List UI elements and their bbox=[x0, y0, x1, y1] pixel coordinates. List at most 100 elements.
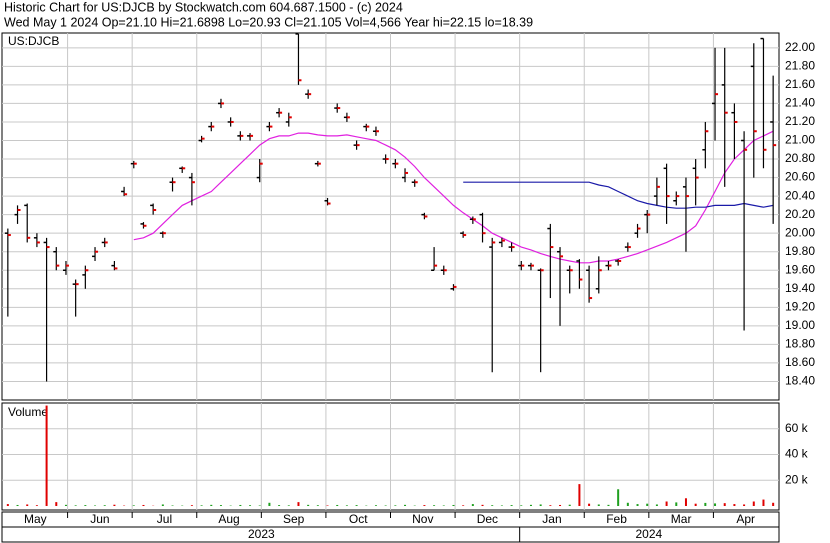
volume-bar bbox=[665, 501, 668, 506]
x-tick-label: Jan bbox=[542, 512, 561, 526]
y-tick-label: 22.00 bbox=[785, 40, 815, 54]
x-tick-label: Apr bbox=[736, 512, 755, 526]
y-tick-label: 19.60 bbox=[785, 262, 815, 276]
volume-bar bbox=[249, 505, 252, 506]
volume-bar bbox=[433, 505, 436, 506]
volume-bar bbox=[161, 504, 164, 506]
volume-bar bbox=[636, 504, 639, 506]
y-tick-label: 20.80 bbox=[785, 151, 815, 165]
volume-bar bbox=[132, 505, 135, 506]
chart-subtitle: Wed May 1 2024 Op=21.10 Hi=21.6898 Lo=20… bbox=[4, 15, 533, 29]
volume-bar bbox=[762, 499, 765, 506]
volume-bar bbox=[297, 502, 300, 506]
y-tick-label: 20.40 bbox=[785, 188, 815, 202]
y-tick-label: 21.00 bbox=[785, 133, 815, 147]
volume-bar bbox=[113, 504, 116, 506]
volume-bar bbox=[35, 505, 38, 506]
volume-bar bbox=[26, 504, 29, 506]
volume-bar bbox=[345, 505, 348, 506]
volume-bar bbox=[714, 503, 717, 506]
volume-bar bbox=[597, 504, 600, 506]
x-tick-label: Mar bbox=[671, 512, 692, 526]
x-tick-label: Nov bbox=[412, 512, 433, 526]
y-tick-label: 19.80 bbox=[785, 244, 815, 258]
volume-bar bbox=[45, 405, 48, 506]
x-tick-label: Aug bbox=[218, 512, 239, 526]
x-tick-label: Jul bbox=[157, 512, 172, 526]
y-tick-label: 19.20 bbox=[785, 299, 815, 313]
year-label: 2024 bbox=[635, 527, 662, 541]
y-tick-label: 18.40 bbox=[785, 374, 815, 388]
volume-bar bbox=[491, 505, 494, 506]
y-tick-label: 19.40 bbox=[785, 281, 815, 295]
moving-average bbox=[463, 181, 774, 209]
volume-bar bbox=[258, 505, 261, 506]
volume-bar bbox=[316, 505, 319, 506]
volume-bar bbox=[74, 505, 77, 506]
volume-bar bbox=[481, 504, 484, 506]
volume-bar bbox=[529, 504, 532, 506]
volume-tick-label: 40 k bbox=[785, 447, 809, 461]
y-tick-label: 18.80 bbox=[785, 337, 815, 351]
volume-bar bbox=[733, 504, 736, 506]
volume-bar bbox=[307, 504, 310, 506]
y-tick-label: 20.00 bbox=[785, 225, 815, 239]
volume-bar bbox=[171, 505, 174, 506]
x-tick-label: Feb bbox=[606, 512, 627, 526]
y-tick-label: 19.00 bbox=[785, 318, 815, 332]
y-tick-label: 20.20 bbox=[785, 207, 815, 221]
volume-bar bbox=[6, 504, 9, 506]
volume-bar bbox=[743, 504, 746, 506]
x-tick-label: Sep bbox=[283, 512, 305, 526]
volume-bar bbox=[646, 503, 649, 506]
volume-bar bbox=[772, 502, 775, 506]
volume-bar bbox=[84, 505, 87, 506]
volume-bar bbox=[103, 505, 106, 506]
volume-bar bbox=[278, 505, 281, 506]
volume-bar bbox=[471, 504, 474, 506]
volume-bar bbox=[549, 505, 552, 506]
volume-bar bbox=[723, 503, 726, 506]
volume-bar bbox=[578, 484, 581, 506]
volume-bar bbox=[219, 505, 222, 506]
volume-bar bbox=[355, 505, 358, 506]
volume-bar bbox=[326, 505, 329, 506]
volume-bar bbox=[462, 505, 465, 506]
volume-bar bbox=[55, 502, 58, 506]
volume-bar bbox=[752, 501, 755, 506]
x-tick-label: Jun bbox=[90, 512, 109, 526]
x-tick-label: Dec bbox=[477, 512, 498, 526]
volume-bar bbox=[200, 505, 203, 506]
volume-bar bbox=[190, 505, 193, 506]
volume-bar bbox=[94, 505, 97, 506]
volume-bar bbox=[287, 505, 290, 506]
volume-bar bbox=[423, 505, 426, 506]
y-tick-label: 20.60 bbox=[785, 170, 815, 184]
volume-bar bbox=[384, 505, 387, 506]
symbol-label: US:DJCB bbox=[8, 34, 59, 48]
volume-bar bbox=[607, 504, 610, 506]
volume-tick-label: 20 k bbox=[785, 472, 809, 486]
y-tick-label: 21.60 bbox=[785, 77, 815, 91]
x-tick-label: May bbox=[24, 512, 47, 526]
volume-bar bbox=[268, 502, 271, 506]
moving-average bbox=[133, 130, 774, 264]
volume-bar bbox=[239, 504, 242, 506]
volume-bar bbox=[617, 489, 620, 506]
y-tick-label: 18.60 bbox=[785, 355, 815, 369]
y-tick-label: 21.20 bbox=[785, 114, 815, 128]
volume-bar bbox=[142, 504, 145, 506]
volume-bar bbox=[510, 505, 513, 506]
volume-bar bbox=[64, 504, 67, 506]
volume-bar bbox=[704, 502, 707, 506]
volume-bar bbox=[655, 504, 658, 506]
volume-bar bbox=[520, 505, 523, 506]
chart-title: Historic Chart for US:DJCB by Stockwatch… bbox=[4, 0, 403, 14]
volume-bar bbox=[626, 502, 629, 506]
volume-bar bbox=[374, 505, 377, 506]
volume-tick-label: 60 k bbox=[785, 421, 809, 435]
volume-bar bbox=[559, 504, 562, 506]
volume-bar bbox=[404, 504, 407, 506]
